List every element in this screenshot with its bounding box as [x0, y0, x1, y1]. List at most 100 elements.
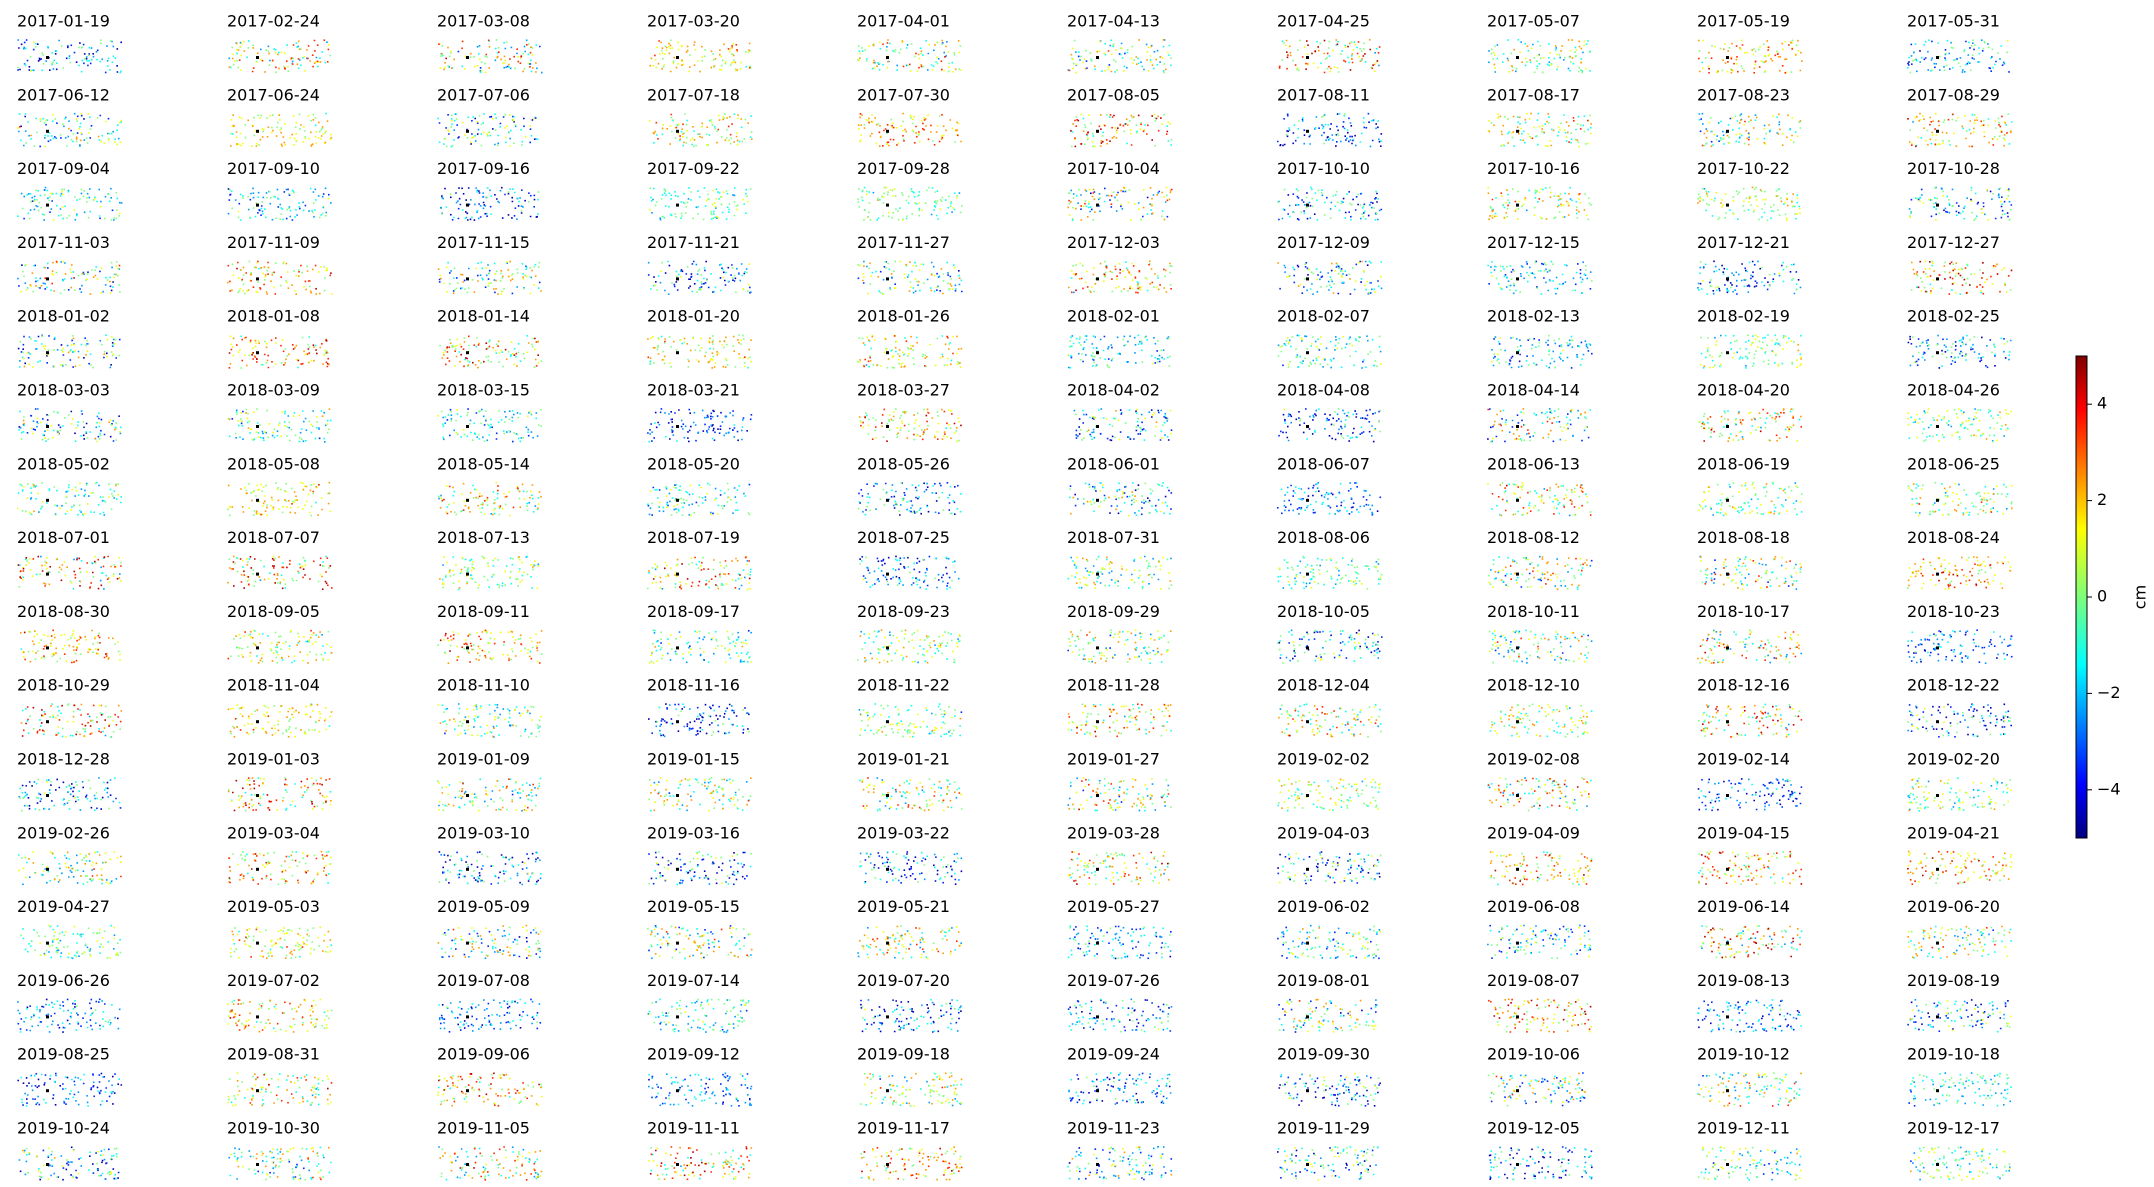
texture-dots: [1280, 704, 1382, 738]
texture-dots: [1285, 703, 1382, 734]
texture-dots: [258, 267, 260, 270]
panel-title: 2019-08-19: [1907, 971, 2000, 990]
texture-dots: [1277, 780, 1380, 812]
texture-dots: [25, 117, 110, 147]
texture-dots: [230, 705, 317, 735]
texture-dots: [1070, 630, 1172, 664]
panel-texture: [1907, 334, 2012, 369]
texture-dots: [446, 337, 539, 364]
texture-dots: [1508, 947, 1511, 949]
panel-texture: [20, 924, 122, 960]
panel-texture: [17, 186, 123, 221]
reference-point: [1936, 56, 1939, 59]
texture-dots: [25, 781, 122, 810]
texture-dots: [1713, 559, 1790, 587]
texture-dots: [859, 851, 963, 882]
panel-title: 2018-09-11: [437, 602, 530, 621]
panel-texture: [1487, 777, 1592, 812]
texture-dots: [1916, 704, 2010, 737]
texture-dots: [43, 933, 116, 960]
panel-title: 2019-06-08: [1487, 897, 1580, 916]
texture-dots: [1703, 114, 1802, 147]
panel-title: 2019-09-06: [437, 1045, 530, 1064]
texture-dots: [440, 481, 540, 517]
texture-dots: [232, 556, 332, 590]
texture-dots: [1910, 999, 2009, 1031]
texture-dots: [1493, 999, 1592, 1021]
panel-title: 2019-05-03: [227, 897, 320, 916]
texture-dots: [859, 555, 948, 581]
panel-title: 2017-02-24: [227, 12, 320, 31]
reference-point: [466, 572, 469, 576]
panel-title: 2018-08-12: [1487, 528, 1580, 547]
panel-texture: [1067, 703, 1172, 738]
texture-dots: [1489, 925, 1591, 959]
texture-dots: [1286, 925, 1378, 959]
reference-point: [676, 941, 679, 945]
texture-dots: [655, 704, 749, 738]
texture-dots: [650, 778, 750, 812]
texture-dots: [230, 187, 322, 221]
reference-point: [1096, 203, 1099, 207]
panel-texture: [859, 555, 960, 590]
texture-dots: [260, 484, 320, 516]
panel-title: 2017-05-19: [1697, 12, 1790, 31]
panel-title: 2018-07-25: [857, 528, 950, 547]
texture-dots: [229, 926, 332, 959]
panel-title: 2019-03-28: [1067, 823, 1160, 842]
texture-dots: [438, 1146, 539, 1179]
texture-dots: [17, 189, 119, 220]
panel-title: 2019-09-18: [857, 1045, 950, 1064]
texture-dots: [1092, 408, 1172, 441]
texture-dots: [30, 127, 100, 142]
panel-title: 2017-04-25: [1277, 12, 1370, 31]
texture-dots: [1698, 704, 1801, 737]
panel-texture: [648, 777, 752, 812]
panel-texture: [1277, 260, 1383, 295]
texture-dots: [1068, 335, 1170, 369]
texture-dots: [21, 188, 120, 221]
texture-dots: [867, 1148, 961, 1180]
texture-dots: [1075, 777, 1153, 811]
texture-dots: [2006, 39, 2009, 42]
texture-dots: [1067, 999, 1172, 1032]
reference-point: [676, 203, 679, 207]
panel-title: 2019-04-27: [17, 897, 110, 916]
texture-dots: [523, 862, 529, 875]
reference-point: [256, 1163, 259, 1166]
panel-title: 2018-06-25: [1907, 454, 2000, 473]
texture-dots: [1489, 924, 1592, 959]
reference-point: [256, 867, 259, 871]
texture-dots: [1070, 703, 1172, 735]
texture-dots: [449, 1151, 542, 1178]
colorbar-tick-label: 4: [2097, 394, 2107, 413]
panel-texture: [1277, 186, 1383, 221]
texture-dots: [438, 265, 541, 295]
panel-texture: [1277, 1146, 1379, 1181]
panel-title: 2019-02-14: [1697, 750, 1790, 769]
panel-texture: [1697, 1072, 1802, 1107]
texture-dots: [1077, 52, 1126, 69]
texture-dots: [1281, 854, 1382, 882]
panel-texture: [439, 555, 540, 591]
texture-dots: [39, 924, 119, 959]
texture-dots: [864, 703, 961, 738]
panel-texture: [648, 629, 752, 664]
texture-dots: [1285, 1001, 1377, 1033]
texture-dots: [30, 482, 115, 516]
texture-dots: [1287, 706, 1376, 736]
texture-dots: [228, 336, 329, 369]
texture-dots: [439, 1150, 543, 1179]
panel-texture: [647, 925, 753, 960]
texture-dots: [18, 558, 122, 588]
texture-dots: [17, 998, 106, 1031]
panel-title: 2018-12-22: [1907, 676, 2000, 695]
texture-dots: [1069, 1146, 1162, 1180]
texture-dots: [1157, 1021, 1163, 1031]
texture-dots: [1361, 780, 1364, 783]
reference-point: [256, 572, 259, 576]
panel-title: 2019-09-12: [647, 1045, 740, 1064]
panel-texture: [1277, 334, 1382, 369]
panel-texture: [437, 1072, 543, 1107]
reference-point: [1516, 720, 1519, 724]
